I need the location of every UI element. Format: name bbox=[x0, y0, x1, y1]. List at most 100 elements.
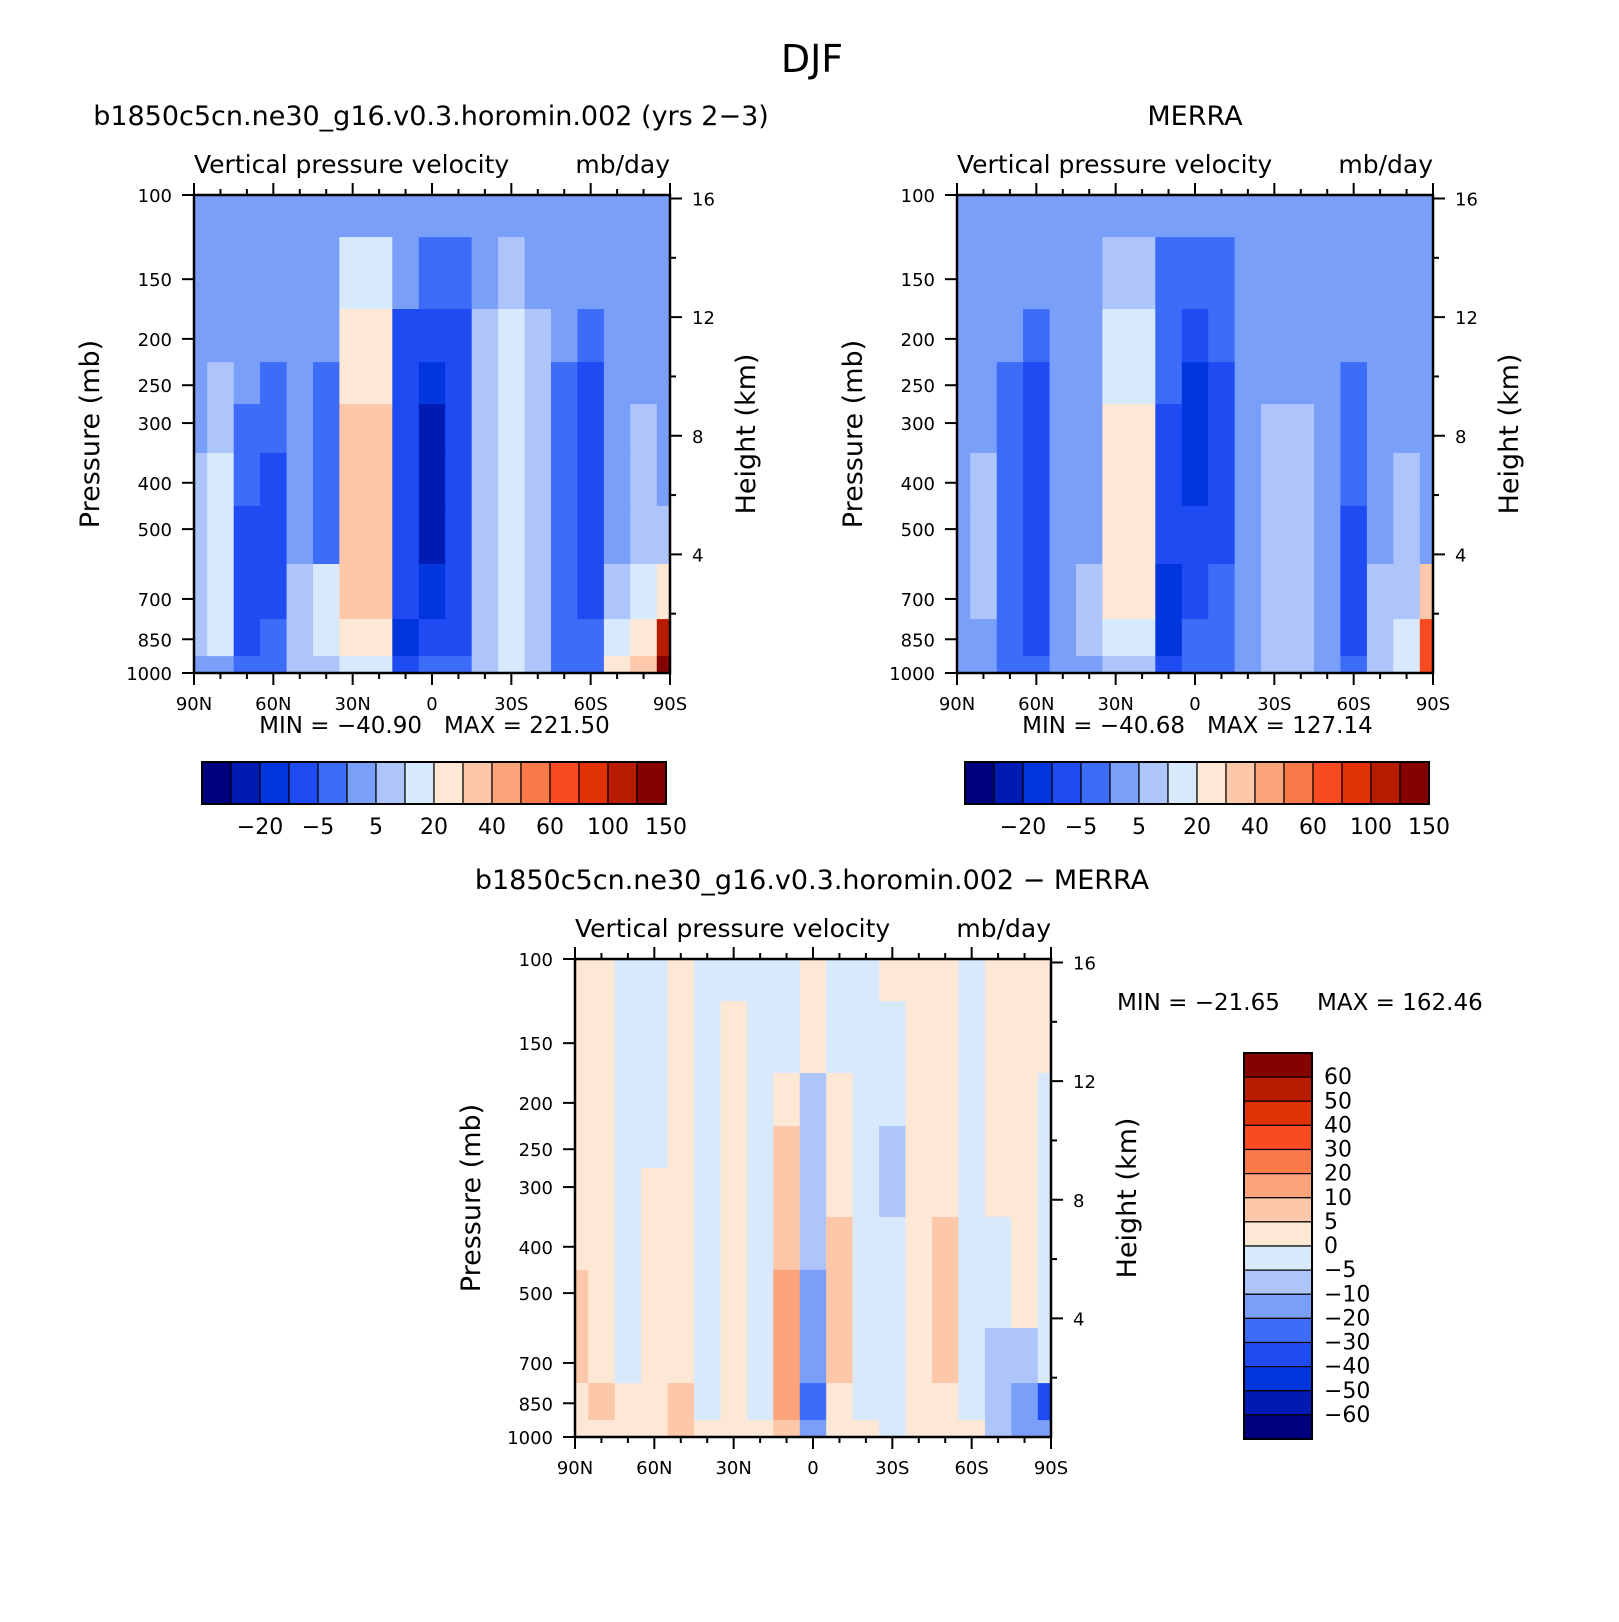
heatmap-cell bbox=[233, 656, 261, 674]
heatmap-cell bbox=[656, 309, 671, 363]
heatmap-cell bbox=[1155, 237, 1183, 310]
heatmap-cell bbox=[656, 564, 671, 620]
heatmap-cell bbox=[720, 1168, 748, 1218]
heatmap-cell bbox=[392, 452, 420, 507]
heatmap-cell bbox=[957, 452, 971, 507]
heatmap-cell bbox=[641, 1328, 669, 1384]
heatmap-cell bbox=[445, 452, 473, 507]
heatmap-cell bbox=[852, 1328, 880, 1384]
heatmap-cell bbox=[1076, 404, 1103, 454]
heatmap-cell bbox=[826, 1126, 854, 1169]
heatmap-cell bbox=[630, 237, 658, 310]
colorbar-label: 20 bbox=[1324, 1162, 1352, 1187]
x-tick-label: 30S bbox=[494, 694, 528, 715]
colorbar-label: 5 bbox=[1132, 815, 1146, 840]
heatmap-cell bbox=[524, 404, 552, 454]
heatmap-cell bbox=[1393, 309, 1421, 363]
units-label: mb/day bbox=[956, 914, 1051, 943]
heatmap-cell bbox=[588, 1383, 616, 1421]
heatmap-cell bbox=[667, 959, 695, 1002]
heatmap-cell bbox=[879, 1420, 907, 1438]
heatmap-cell bbox=[852, 1073, 880, 1127]
heatmap-cell bbox=[498, 237, 526, 310]
heatmap-cell bbox=[577, 656, 605, 674]
x-tick-label: 90S bbox=[1416, 694, 1450, 715]
heatmap-cell bbox=[1076, 505, 1103, 565]
heatmap-cell bbox=[207, 404, 235, 454]
heatmap-cell bbox=[1102, 237, 1130, 310]
heatmap-cell bbox=[1419, 195, 1434, 238]
heatmap-cell bbox=[1011, 1126, 1039, 1169]
heatmap-cell bbox=[233, 452, 261, 507]
heatmap-cell bbox=[970, 362, 998, 405]
heatmap-cell bbox=[445, 309, 473, 363]
heatmap-cell bbox=[630, 195, 658, 238]
heatmap-cell bbox=[667, 1001, 695, 1074]
heatmap-cell bbox=[1155, 564, 1183, 620]
colorbar-label: 30 bbox=[1324, 1138, 1352, 1163]
heatmap-cell bbox=[603, 564, 631, 620]
heatmap-cell bbox=[1155, 656, 1183, 674]
heatmap-cell bbox=[905, 959, 933, 1002]
heatmap-cell bbox=[1287, 505, 1315, 565]
heatmap-cell bbox=[996, 452, 1024, 507]
heatmap-cell bbox=[746, 1168, 774, 1218]
heatmap-cell bbox=[575, 1073, 589, 1127]
heatmap-cell bbox=[207, 362, 235, 405]
heatmap-cell bbox=[773, 1383, 801, 1421]
heatmap-cell bbox=[1208, 452, 1236, 507]
heatmap-cell bbox=[773, 1126, 801, 1169]
heatmap-cell bbox=[233, 505, 261, 565]
heatmap-cell bbox=[773, 1001, 801, 1074]
heatmap-cell bbox=[996, 195, 1024, 238]
heatmap-cell bbox=[524, 362, 552, 405]
heatmap-cell bbox=[551, 619, 578, 657]
heatmap-cell bbox=[746, 1216, 774, 1271]
colorbar-swatch bbox=[375, 761, 406, 805]
heatmap-cell bbox=[667, 1328, 695, 1384]
heatmap-cell bbox=[970, 237, 998, 310]
heatmap-cell bbox=[879, 1383, 907, 1421]
heatmap-cell bbox=[1261, 656, 1289, 674]
min-label: MIN = −40.68 bbox=[1022, 713, 1185, 739]
height-tick-label: 12 bbox=[1073, 1072, 1096, 1093]
heatmap-cell bbox=[1419, 404, 1434, 454]
heatmap-cell bbox=[957, 619, 971, 657]
heatmap-cell bbox=[1049, 452, 1077, 507]
x-tick-label: 30N bbox=[1097, 694, 1133, 715]
colorbar: −20 −5 5 20 40 60 100 150 bbox=[964, 761, 1450, 840]
heatmap-cell bbox=[498, 309, 526, 363]
x-tick-label: 60N bbox=[1018, 694, 1054, 715]
heatmap-cell bbox=[588, 1001, 616, 1074]
heatmap-cell bbox=[1340, 656, 1368, 674]
heatmap-cell bbox=[313, 564, 340, 620]
heatmap-cell bbox=[207, 656, 235, 674]
heatmap-cell bbox=[577, 404, 605, 454]
x-tick-label: 30S bbox=[1257, 694, 1291, 715]
y-tick-label: 400 bbox=[901, 474, 935, 495]
heatmap-cell bbox=[932, 1269, 959, 1329]
heatmap-cell bbox=[1287, 362, 1315, 405]
colorbar-swatch bbox=[993, 761, 1024, 805]
heatmap-cell bbox=[1155, 362, 1183, 405]
colorbar-swatch bbox=[1243, 1076, 1313, 1102]
y-tick-label: 850 bbox=[519, 1394, 553, 1415]
y-tick-label: 200 bbox=[138, 330, 172, 351]
heatmap-cell bbox=[1102, 195, 1130, 238]
heatmap-cell bbox=[630, 656, 658, 674]
heatmap-cell bbox=[365, 505, 393, 565]
heatmap-cell bbox=[957, 362, 971, 405]
heatmap-cell bbox=[1366, 404, 1394, 454]
heatmap-cell bbox=[207, 505, 235, 565]
heatmap-cell bbox=[1037, 1001, 1052, 1074]
heatmap-cell bbox=[614, 1001, 642, 1074]
heatmap-cell bbox=[1340, 564, 1368, 620]
heatmap-cell bbox=[577, 309, 605, 363]
units-label: mb/day bbox=[575, 150, 670, 179]
heatmap-cell bbox=[1102, 309, 1130, 363]
colorbar-swatch bbox=[230, 761, 261, 805]
heatmap-cell bbox=[641, 1420, 669, 1438]
x-tick-label: 30S bbox=[875, 1458, 909, 1479]
panel-obs: MERRA Vertical pressure velocity mb/day 90N… bbox=[838, 101, 1525, 840]
heatmap-cell bbox=[588, 1168, 616, 1218]
